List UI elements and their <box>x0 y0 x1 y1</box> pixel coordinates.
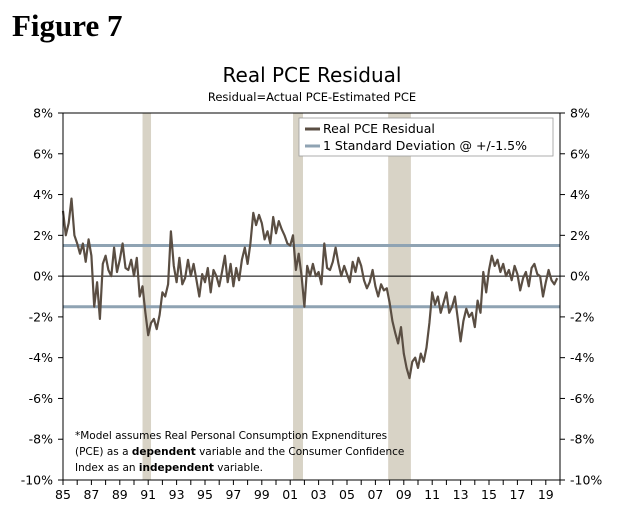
x-tick-label: 11 <box>424 487 440 502</box>
y-tick-label-left: -8% <box>29 432 53 447</box>
legend-label-residual: Real PCE Residual <box>323 121 435 136</box>
series-layer <box>61 197 559 380</box>
recession-bands <box>142 113 411 480</box>
footnote-text-2: variable and the Consumer Confidence Ind… <box>75 446 405 474</box>
x-tick-label: 03 <box>311 487 327 502</box>
y-tick-label-left: -4% <box>29 350 53 365</box>
y-tick-label-left: 2% <box>33 228 53 243</box>
legend-label-std: 1 Standard Deviation @ +/-1.5% <box>323 138 527 153</box>
x-tick-label: 19 <box>538 487 554 502</box>
y-tick-label-left: 0% <box>33 269 53 284</box>
recession-band-2 <box>388 113 411 480</box>
x-tick-label: 97 <box>225 487 241 502</box>
legend-box <box>298 117 554 157</box>
x-tick-label: 95 <box>197 487 213 502</box>
x-tick-label: 17 <box>509 487 525 502</box>
x-tick-label: 13 <box>453 487 469 502</box>
chart-title: Real PCE Residual <box>223 63 402 87</box>
y-tick-label-right: -2% <box>570 309 594 324</box>
y-tick-label-right: 0% <box>570 269 590 284</box>
y-tick-label-left: -2% <box>29 309 53 324</box>
chart-subtitle: Residual=Actual PCE-Estimated PCE <box>208 90 416 104</box>
y-tick-label-left: 8% <box>33 106 53 121</box>
y-tick-label-right: -8% <box>570 432 594 447</box>
x-tick-label: 91 <box>140 487 156 502</box>
x-tick-label: 05 <box>339 487 355 502</box>
x-tick-label: 99 <box>254 487 270 502</box>
series-line-residual <box>61 197 559 380</box>
x-tick-label: 85 <box>55 487 71 502</box>
x-tick-label: 15 <box>481 487 497 502</box>
y-tick-label-right: 4% <box>570 187 590 202</box>
axes: 8% 8% 6% 6% 4% 4% 2% 2% 0% 0% -2% -2% -4% -4% -6% -6% -8… <box>21 106 603 503</box>
y-tick-label-left: 4% <box>33 187 53 202</box>
y-tick-label-left: -6% <box>29 391 53 406</box>
y-tick-label-left: 6% <box>33 146 53 161</box>
legend: Real PCE Residual 1 Standard Deviation @… <box>298 117 554 157</box>
y-tick-label-right: 2% <box>570 228 590 243</box>
x-tick-label: 01 <box>282 487 298 502</box>
y-tick-label-right: -10% <box>570 473 602 488</box>
footnote-bold-dependent: dependent <box>131 446 196 458</box>
recession-band-1 <box>293 113 303 480</box>
y-tick-label-right: -6% <box>570 391 594 406</box>
x-tick-label: 87 <box>83 487 99 502</box>
footnote-text-3: variable. <box>213 462 263 474</box>
footnote-bold-independent: independent <box>138 462 214 474</box>
figure-label: Figure 7 <box>12 8 123 43</box>
y-tick-label-left: -10% <box>21 473 53 488</box>
y-tick-label-right: 8% <box>570 106 590 121</box>
recession-band-0 <box>142 113 152 480</box>
footnote-text-1: *Model assumes Real Personal Consumption… <box>75 430 388 458</box>
plot-frame <box>62 112 561 481</box>
footnote: *Model assumes Real Personal Consumption… <box>75 428 405 476</box>
y-tick-label-right: -4% <box>570 350 594 365</box>
x-tick-label: 89 <box>112 487 128 502</box>
y-tick-label-right: 6% <box>570 146 590 161</box>
x-tick-label: 07 <box>367 487 383 502</box>
x-tick-label: 93 <box>169 487 185 502</box>
x-tick-label: 09 <box>396 487 412 502</box>
